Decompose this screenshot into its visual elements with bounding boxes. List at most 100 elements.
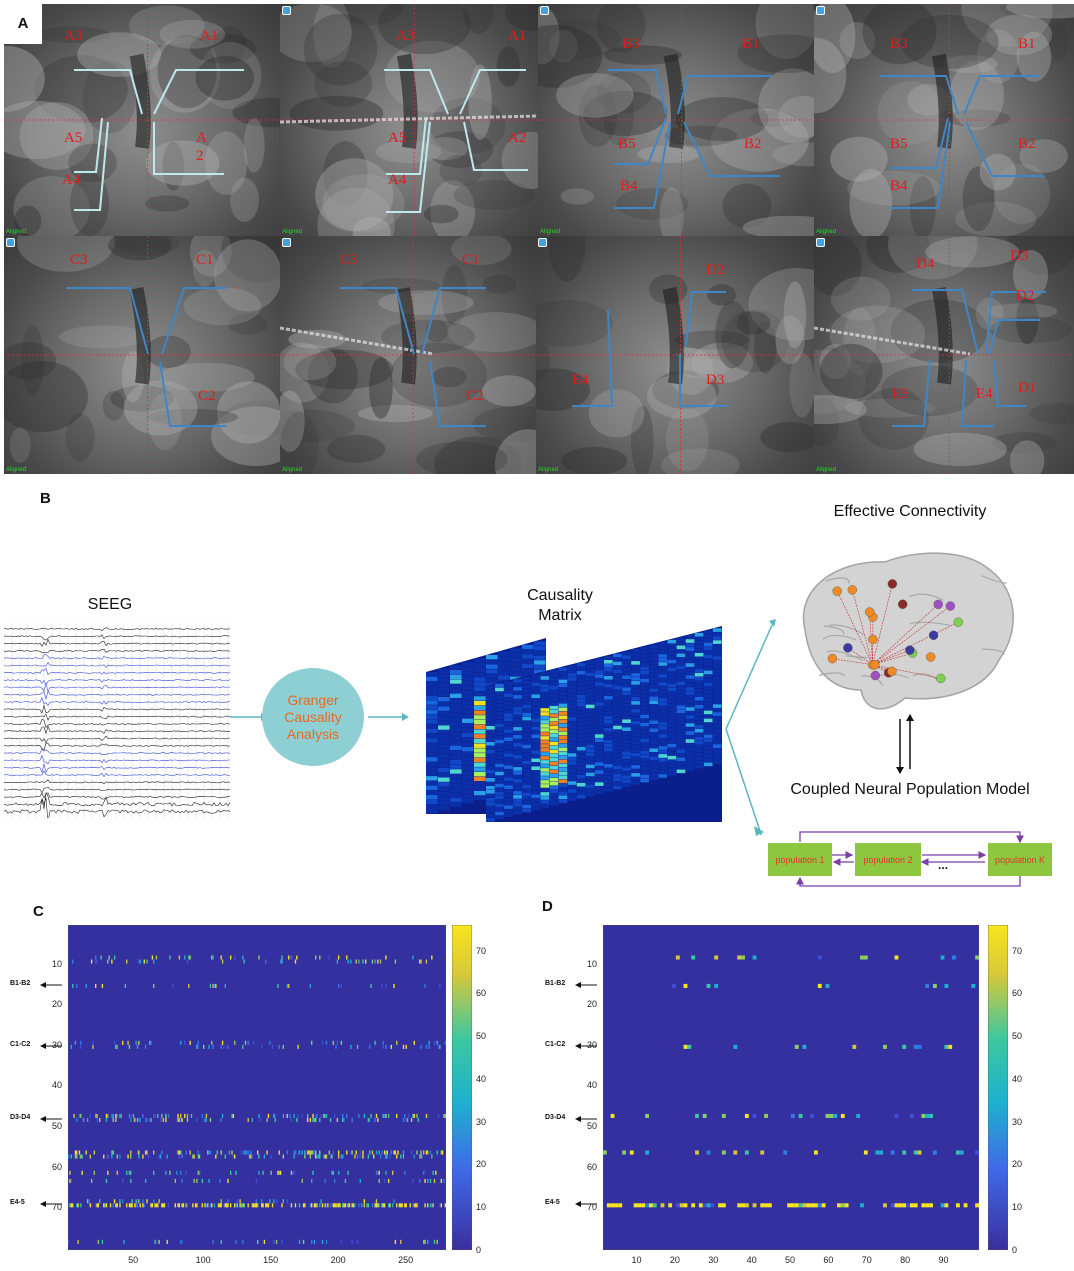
matrix-cell <box>613 665 622 670</box>
aligned-text: Aligned <box>816 467 837 473</box>
heatmap-cell <box>273 1113 275 1118</box>
heatmap-cell <box>394 959 397 964</box>
heatmap-cell <box>898 1203 903 1208</box>
heatmap-cell <box>860 955 864 960</box>
heatmap-cell <box>275 1203 278 1208</box>
heatmap-cell <box>309 983 311 988</box>
matrix-cell <box>522 704 531 709</box>
matrix-cell <box>712 676 722 680</box>
mri-image: D4 D3 D2 E5 E4 D1 Aligned <box>814 236 1074 474</box>
matrix-cell <box>426 790 438 795</box>
heatmap-cell <box>359 1203 361 1208</box>
matrix-cell <box>649 684 659 689</box>
heatmap-cell <box>235 1239 237 1244</box>
heatmap-cell <box>103 1203 105 1208</box>
heatmap-cell <box>261 1199 263 1204</box>
matrix-cell <box>658 706 668 710</box>
mri-tissue <box>1008 236 1074 275</box>
matrix-cell <box>585 716 595 721</box>
matrix-cell <box>676 769 686 774</box>
heatmap-cell <box>150 1203 152 1208</box>
x-tick-label: 90 <box>938 1255 949 1265</box>
matrix-cell <box>450 740 462 746</box>
matrix-cell <box>694 728 704 733</box>
heatmap-cell <box>107 1154 109 1159</box>
heatmap-cell <box>243 1203 245 1208</box>
heatmap-cell <box>215 1154 217 1159</box>
matrix-cell <box>613 729 622 734</box>
electrode-line <box>679 354 728 407</box>
heatmap-cell <box>111 959 113 964</box>
heatmap-cell <box>374 1203 376 1208</box>
seeg-trace <box>4 770 230 778</box>
mri-tissue <box>737 34 814 74</box>
matrix-cell <box>694 644 704 649</box>
matrix-cell <box>426 705 438 710</box>
matrix-cell <box>667 655 677 660</box>
mri-tissue <box>313 4 352 68</box>
heatmap-cell <box>234 955 236 960</box>
matrix-cell <box>604 656 613 660</box>
heatmap-cell <box>153 983 155 988</box>
matrix-cell <box>613 725 622 730</box>
matrix-cell <box>685 703 695 707</box>
matrix-cell <box>540 748 550 752</box>
matrix-cell <box>558 751 568 756</box>
heatmap-cell <box>343 1117 345 1123</box>
heatmap-background <box>68 925 446 1250</box>
heatmap-cell <box>741 955 745 960</box>
heatmap-cell <box>134 1117 136 1123</box>
mri-tissue <box>183 287 262 326</box>
heatmap-cell <box>929 955 933 960</box>
matrix-cell <box>585 792 595 797</box>
matrix-cell <box>462 756 474 761</box>
heatmap-cell <box>913 1203 918 1208</box>
matrix-cell <box>513 727 522 731</box>
matrix-cell <box>495 715 504 720</box>
matrix-cell <box>474 743 486 748</box>
heatmap-cell <box>312 1170 314 1175</box>
matrix-cell <box>567 769 577 773</box>
electrode-line <box>459 69 526 115</box>
heatmap-cell <box>257 1203 259 1208</box>
heatmap-cell <box>246 1154 248 1159</box>
heatmap-cell <box>311 1178 313 1183</box>
matrix-cell <box>703 650 713 655</box>
electrode-line <box>685 291 726 347</box>
matrix-cell <box>549 737 559 742</box>
heatmap-cell <box>262 1203 264 1208</box>
matrix-cell <box>676 681 686 686</box>
mri-tissue <box>1009 440 1045 474</box>
heatmap-cell <box>444 1040 446 1045</box>
matrix-cell <box>495 739 504 744</box>
heatmap-cell <box>247 1117 249 1123</box>
matrix-cell <box>594 662 604 666</box>
matrix-cell <box>658 658 668 662</box>
matrix-cell <box>649 700 659 705</box>
connectivity-edge <box>872 605 951 665</box>
heatmap-cell <box>131 1199 133 1204</box>
y-tick-label: 20 <box>587 999 598 1010</box>
heatmap-cell <box>435 1170 437 1175</box>
mri-tissue <box>213 26 247 62</box>
heatmap-cell <box>293 1150 295 1155</box>
matrix-cell <box>622 723 631 727</box>
mri-tissue <box>189 236 232 277</box>
matrix-cell <box>622 783 631 787</box>
heatmap-cell <box>90 1203 93 1208</box>
heatmap-cell <box>138 959 140 964</box>
heatmap-cell <box>311 1239 313 1244</box>
matrix-cell <box>474 701 486 706</box>
matrix-cell <box>604 692 613 696</box>
heatmap-cell <box>312 1117 314 1123</box>
mri-tissue <box>722 183 772 229</box>
matrix-cell <box>658 678 668 682</box>
heatmap-cell <box>138 1040 140 1045</box>
matrix-cell <box>567 709 577 713</box>
heatmap-cell <box>178 1154 181 1159</box>
matrix-cell <box>631 749 640 753</box>
matrix-cell <box>486 786 495 790</box>
matrix-cell <box>531 734 541 739</box>
heatmap-cell <box>232 1113 235 1118</box>
heatmap-cell <box>402 1154 405 1159</box>
